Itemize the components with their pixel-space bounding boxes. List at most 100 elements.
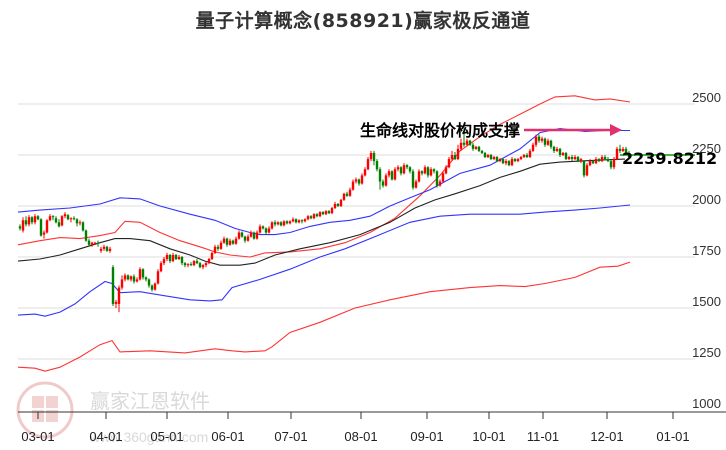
y-axis-ticks: 1000 1250 1500 1750 2000 2250 2500: [692, 90, 721, 411]
candle-body: [549, 140, 553, 147]
candle-body: [504, 161, 508, 164]
candle-body: [210, 252, 214, 260]
candle-body: [471, 144, 475, 149]
candle-body: [561, 152, 565, 155]
arrow-head-icon: [610, 124, 622, 136]
candle-body: [267, 228, 271, 233]
candle-body: [552, 146, 556, 151]
candle-body: [147, 279, 151, 286]
candle-body: [522, 155, 526, 158]
annotation: 生命线对股价构成支撑 2239.8212: [360, 121, 717, 168]
lifeline-line: [17, 158, 626, 266]
candle-body: [318, 212, 322, 217]
candle-body: [327, 211, 331, 214]
candle-body: [192, 261, 196, 266]
candle-body: [111, 267, 115, 304]
candle-body: [414, 181, 418, 188]
candle-body: [423, 167, 427, 174]
candle-body: [135, 279, 139, 282]
candles: [18, 128, 631, 313]
candle-body: [609, 161, 613, 168]
candle-body: [588, 161, 592, 166]
candle-body: [45, 220, 49, 233]
candle-body: [510, 159, 514, 166]
candle-body: [462, 142, 466, 145]
candle-body: [240, 232, 244, 237]
candle-body: [387, 171, 391, 176]
candle-body: [465, 140, 469, 145]
candle-body: [198, 263, 202, 268]
candle-body: [42, 232, 46, 235]
candle-body: [309, 216, 313, 219]
candle-body: [477, 146, 481, 151]
candle-body: [96, 242, 100, 244]
candle-body: [399, 167, 403, 174]
x-tick-label: 08-01: [344, 429, 377, 444]
x-tick-label: 10-01: [472, 429, 505, 444]
x-axis: 03-01 04-01 05-01 06-01 07-01 08-01 09-01 10-01…: [18, 411, 726, 444]
candle-body: [444, 167, 448, 174]
candle-body: [243, 236, 247, 241]
candle-body: [183, 263, 187, 266]
candle-body: [303, 219, 307, 222]
upper-inner-band-line: [17, 127, 630, 236]
candle-body: [72, 218, 76, 220]
candle-body: [201, 265, 205, 268]
candle-body: [564, 152, 568, 160]
candle-body: [372, 152, 376, 162]
candle-body: [120, 279, 124, 288]
candle-body: [357, 179, 361, 184]
candle-body: [600, 157, 604, 162]
candle-body: [420, 171, 424, 174]
candle-body: [99, 248, 103, 251]
candle-body: [441, 173, 445, 182]
candle-body: [519, 157, 523, 160]
candle-body: [261, 226, 265, 229]
candle-body: [117, 287, 121, 304]
candle-body: [606, 159, 610, 162]
candle-body: [516, 159, 520, 162]
candle-body: [408, 167, 412, 172]
candle-body: [558, 148, 562, 155]
candle-body: [513, 159, 517, 162]
candle-body: [126, 275, 130, 280]
candle-body: [132, 276, 136, 282]
candle-body: [498, 159, 502, 162]
channel-bands: [17, 95, 631, 372]
candle-body: [177, 257, 181, 260]
x-tick-label: 07-01: [274, 429, 307, 444]
candle-body: [171, 254, 175, 262]
candle-body: [432, 169, 436, 172]
candle-body: [222, 238, 226, 243]
candle-body: [249, 232, 253, 237]
candle-body: [24, 220, 28, 225]
candle-body: [324, 211, 328, 215]
candle-body: [216, 246, 220, 249]
candle-body: [528, 150, 532, 158]
candle-body: [291, 219, 295, 222]
x-tick-label: 06-01: [211, 429, 244, 444]
candle-body: [285, 221, 289, 224]
candle-body: [219, 242, 223, 249]
candle-body: [63, 214, 67, 217]
candle-body: [360, 175, 364, 184]
x-tick-label: 01-01: [656, 429, 689, 444]
candle-body: [189, 264, 193, 266]
candle-body: [75, 219, 79, 224]
candle-body: [168, 254, 172, 262]
candle-body: [288, 221, 292, 224]
candle-body: [195, 261, 199, 264]
candle-body: [93, 242, 97, 244]
candle-body: [384, 175, 388, 186]
x-tick-label: 03-01: [21, 429, 54, 444]
candle-body: [84, 230, 88, 241]
support-value-label: 2239.8212: [622, 149, 717, 168]
candle-body: [342, 193, 346, 200]
candle-body: [567, 157, 571, 160]
candle-body: [237, 232, 241, 239]
y-gridlines: [18, 103, 695, 360]
candle-body: [54, 218, 58, 223]
y-tick-label: 2500: [692, 90, 721, 105]
watermark-logo-cell: [46, 396, 58, 408]
candle-body: [621, 148, 625, 151]
